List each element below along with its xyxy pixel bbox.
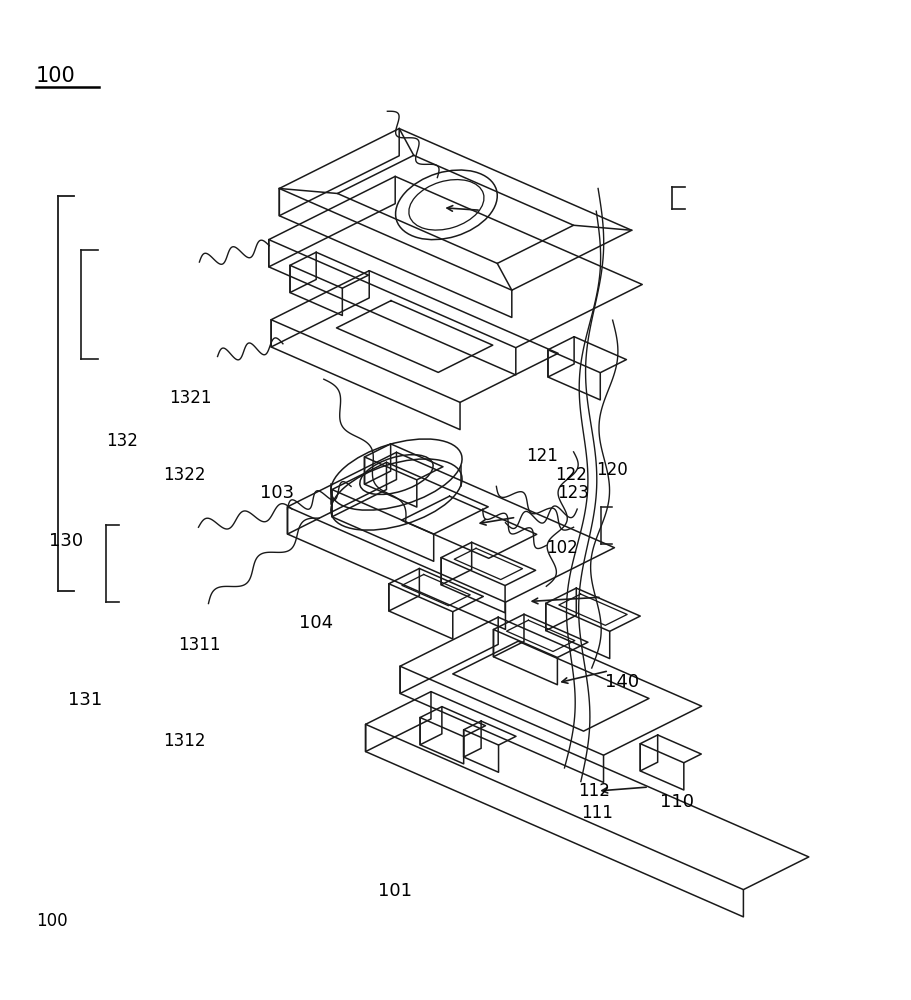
Text: 1321: 1321 [169, 389, 212, 407]
Text: 122: 122 [556, 466, 588, 484]
Text: 132: 132 [106, 432, 138, 450]
Text: 130: 130 [48, 532, 83, 550]
Text: 101: 101 [378, 882, 413, 900]
Text: 1311: 1311 [179, 636, 221, 654]
Text: 112: 112 [578, 782, 610, 800]
Text: 100: 100 [36, 912, 67, 930]
Text: 100: 100 [36, 66, 76, 86]
Text: 123: 123 [558, 484, 589, 502]
Text: 104: 104 [300, 614, 333, 632]
Text: 110: 110 [660, 793, 694, 811]
Text: 102: 102 [547, 539, 578, 557]
Text: 121: 121 [527, 447, 558, 465]
Text: 1312: 1312 [163, 732, 206, 750]
Text: 131: 131 [67, 691, 102, 709]
Text: 120: 120 [597, 461, 628, 479]
Text: 111: 111 [581, 804, 613, 822]
Text: 103: 103 [261, 484, 294, 502]
Text: 140: 140 [605, 673, 640, 691]
Text: 1322: 1322 [163, 466, 206, 484]
